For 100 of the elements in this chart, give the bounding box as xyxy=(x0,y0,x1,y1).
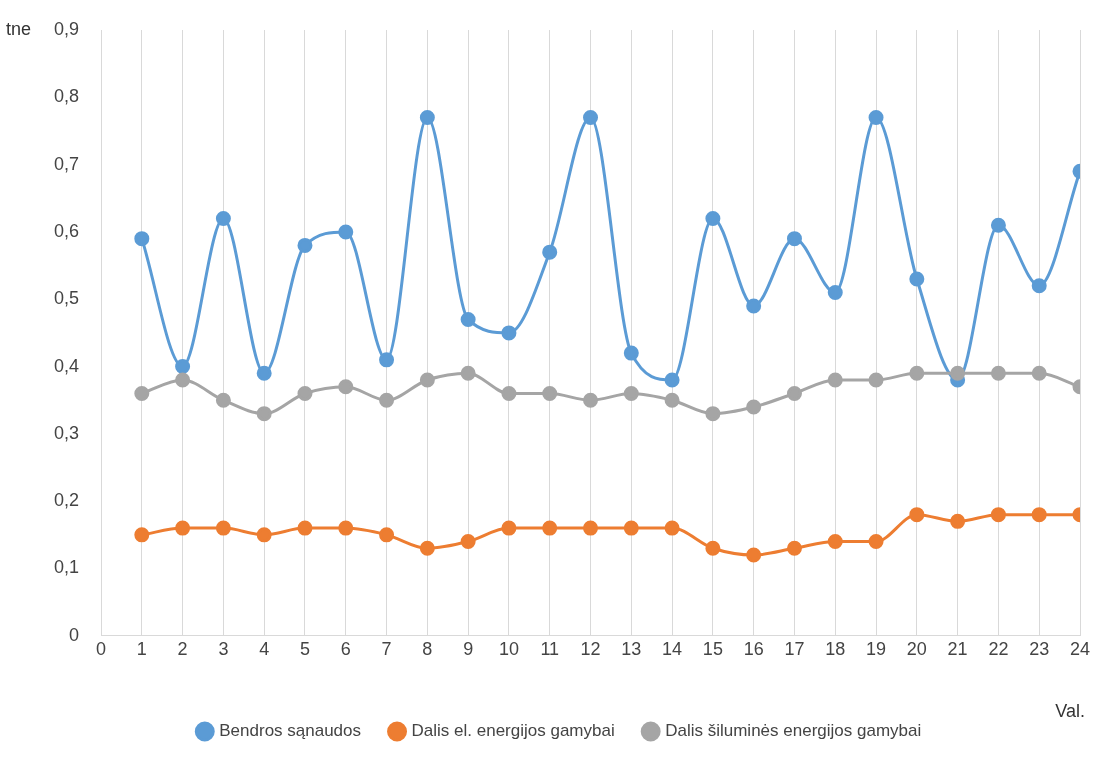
point xyxy=(215,210,231,226)
x-tick-label: 1 xyxy=(136,638,147,659)
x-tick-label: 17 xyxy=(784,638,805,659)
x-tick-label: 19 xyxy=(866,638,887,659)
x-tick-label: 0 xyxy=(96,638,107,659)
point xyxy=(827,285,843,301)
y-tick-label: 0,8 xyxy=(53,86,80,107)
x-tick-label: 7 xyxy=(381,638,392,659)
point xyxy=(623,520,639,536)
point xyxy=(746,298,762,314)
point xyxy=(583,392,599,408)
point xyxy=(909,365,925,381)
y-tick-label: 0,6 xyxy=(53,220,80,241)
x-tick-label: 2 xyxy=(177,638,188,659)
x-tick-label: 4 xyxy=(259,638,270,659)
x-tick-label: 13 xyxy=(621,638,642,659)
y-tick-label: 0,4 xyxy=(53,355,80,376)
point xyxy=(460,311,476,327)
point xyxy=(623,345,639,361)
point xyxy=(297,237,313,253)
x-tick-label: 6 xyxy=(340,638,351,659)
point xyxy=(215,520,231,536)
point xyxy=(990,365,1006,381)
point xyxy=(379,527,395,543)
y-axis-title: tne xyxy=(5,18,32,39)
x-tick-label: 11 xyxy=(540,638,560,659)
point xyxy=(419,540,435,556)
point xyxy=(379,352,395,368)
point xyxy=(786,231,802,247)
x-tick-label: 21 xyxy=(947,638,968,659)
point xyxy=(419,372,435,388)
point xyxy=(338,224,354,240)
x-tick-label: 22 xyxy=(988,638,1009,659)
point xyxy=(990,217,1006,233)
x-tick-label: 23 xyxy=(1029,638,1050,659)
x-tick-label: 20 xyxy=(906,638,927,659)
point xyxy=(705,210,721,226)
x-tick-label: 24 xyxy=(1069,638,1091,659)
point xyxy=(501,385,517,401)
point xyxy=(623,385,639,401)
point xyxy=(256,527,272,543)
x-tick-label: 8 xyxy=(422,638,433,659)
point xyxy=(950,513,966,529)
point xyxy=(175,359,191,375)
y-tick-label: 0,1 xyxy=(53,557,80,578)
legend-label: Dalis šiluminės energijos gamybai xyxy=(665,721,922,741)
point xyxy=(215,392,231,408)
x-tick-label: 3 xyxy=(218,638,229,659)
point xyxy=(827,372,843,388)
point xyxy=(868,372,884,388)
y-tick-label: 0,3 xyxy=(53,422,80,443)
x-tick-label: 5 xyxy=(299,638,310,659)
point xyxy=(705,406,721,422)
legend-label: Bendros sąnaudos xyxy=(219,721,362,741)
x-tick-label: 14 xyxy=(662,638,683,659)
point xyxy=(175,520,191,536)
y-tick-label: 0,9 xyxy=(53,18,80,39)
point xyxy=(501,325,517,341)
point xyxy=(1031,278,1047,294)
point xyxy=(501,520,517,536)
point xyxy=(583,110,599,125)
y-tick-label: 0 xyxy=(69,624,80,645)
point xyxy=(338,520,354,536)
x-tick-label: 18 xyxy=(825,638,846,659)
legend-label: Dalis el. energijos gamybai xyxy=(411,721,615,741)
x-tick-label: 12 xyxy=(580,638,601,659)
x-tick-label: 9 xyxy=(463,638,474,659)
point xyxy=(460,365,476,381)
point xyxy=(664,392,680,408)
point xyxy=(297,385,313,401)
point xyxy=(1031,507,1047,523)
point xyxy=(583,520,599,536)
point xyxy=(542,520,558,536)
point xyxy=(950,365,966,381)
point xyxy=(542,385,558,401)
point xyxy=(868,110,884,125)
y-tick-label: 0,2 xyxy=(53,490,80,511)
point xyxy=(134,385,150,401)
x-axis-title: Val. xyxy=(1055,700,1085,721)
point xyxy=(827,534,843,550)
point xyxy=(297,520,313,536)
point xyxy=(746,399,762,415)
point xyxy=(542,244,558,260)
point xyxy=(379,392,395,408)
point xyxy=(664,520,680,536)
point xyxy=(746,547,762,563)
point xyxy=(256,406,272,422)
y-tick-label: 0,5 xyxy=(53,288,80,309)
point xyxy=(338,379,354,395)
point xyxy=(134,231,150,247)
y-tick-label: 0,7 xyxy=(53,153,80,174)
point xyxy=(909,507,925,523)
point xyxy=(909,271,925,287)
point xyxy=(256,365,272,381)
point xyxy=(460,534,476,550)
point xyxy=(664,372,680,388)
point xyxy=(786,385,802,401)
point xyxy=(786,540,802,556)
point xyxy=(134,527,150,543)
point xyxy=(868,534,884,550)
